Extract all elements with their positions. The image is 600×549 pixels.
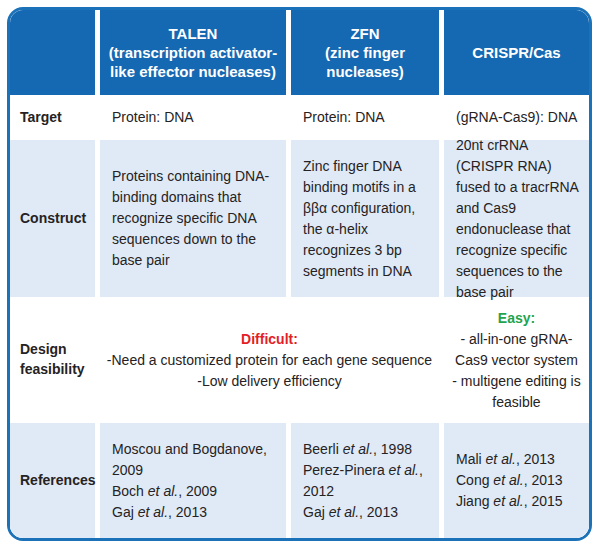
row-label-construct: Construct: [10, 140, 95, 297]
comparison-table-grid: TALEN (transcription activator-like effe…: [10, 10, 589, 538]
column-title-talen: TALEN: [169, 24, 218, 43]
target-talen-cell: Protein: DNA: [100, 95, 286, 140]
design-crispr-cell: Easy: - all-in-one gRNA-Cas9 vector syst…: [444, 297, 589, 423]
design-difficult-points: -Need a customized protein for each gene…: [106, 350, 433, 392]
target-crispr-cell: (gRNA-Cas9): DNA: [444, 95, 589, 140]
gene-editing-comparison-table: TALEN (transcription activator-like effe…: [7, 7, 592, 541]
construct-crispr-cell: 20nt crRNA (CRISPR RNA) fused to a tracr…: [444, 140, 589, 297]
column-title-zfn: ZFN: [350, 24, 379, 43]
target-zfn-cell: Protein: DNA: [291, 95, 439, 140]
design-easy-points: - all-in-one gRNA-Cas9 vector system- mu…: [450, 329, 583, 413]
header-column-zfn: ZFN (zinc finger nucleases): [291, 10, 439, 95]
design-talen-zfn-merged-cell: Difficult: -Need a customized protein fo…: [100, 297, 439, 423]
header-column-talen: TALEN (transcription activator-like effe…: [100, 10, 286, 95]
column-title-crispr: CRISPR/Cas: [472, 43, 560, 62]
design-difficult-title: Difficult:: [106, 329, 433, 350]
references-talen-cell: Moscou and Bogdanove, 2009Boch et al., 2…: [100, 423, 286, 538]
references-zfn-cell: Beerli et al., 1998Perez-Pinera et al., …: [291, 423, 439, 538]
header-column-crispr: CRISPR/Cas: [444, 10, 589, 95]
column-subtitle-zfn: (zinc finger nucleases): [295, 43, 435, 81]
header-corner-cell: [10, 10, 95, 95]
references-crispr-cell: Mali et al., 2013Cong et al., 2013Jiang …: [444, 423, 589, 538]
column-subtitle-talen: (transcription activator-like effector n…: [104, 43, 282, 81]
construct-zfn-cell: Zinc finger DNA binding motifs in a ββα …: [291, 140, 439, 297]
design-easy-title: Easy:: [450, 308, 583, 329]
construct-talen-cell: Proteins containing DNA-binding domains …: [100, 140, 286, 297]
row-label-references: References: [10, 423, 95, 538]
row-label-target: Target: [10, 95, 95, 140]
row-label-design-feasibility: Design feasibility: [10, 297, 95, 423]
